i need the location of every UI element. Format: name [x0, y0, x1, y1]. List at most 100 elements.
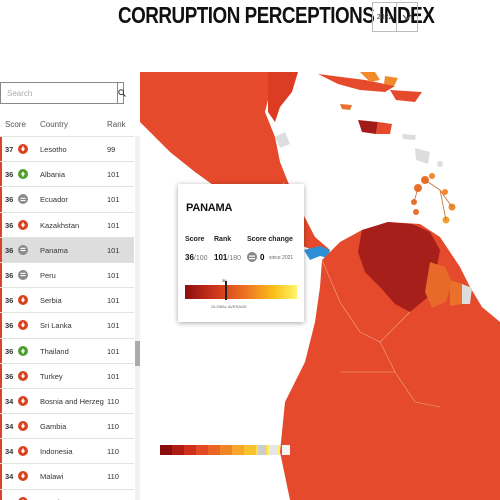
legend-label: 80-89 [237, 459, 243, 467]
row-rank: 99 [107, 145, 116, 154]
row-rank: 110 [107, 422, 119, 432]
row-country: Nepal [40, 498, 104, 500]
score-color-edge [0, 288, 2, 313]
column-header-country[interactable]: Country [40, 120, 69, 129]
score-color-edge [0, 162, 2, 187]
list-item[interactable]: 36 Panama 101 [0, 236, 134, 262]
row-score: 34 [5, 396, 14, 406]
arrow-down-icon [18, 320, 28, 331]
arrow-down-icon [18, 421, 28, 432]
row-rank: 110 [107, 447, 119, 457]
country-list: 37 Lesotho 99 36 Albania 101 36 Ecuador 101 36 Kaz… [0, 136, 134, 500]
chevron-down-icon[interactable] [397, 3, 417, 31]
legend-swatch [220, 445, 232, 455]
score-color-edge [0, 187, 2, 212]
card-change-since: since 2021 [269, 255, 294, 261]
score-color-edge [0, 313, 2, 338]
card-rank-number: 101 [214, 253, 228, 262]
row-rank: 101 [107, 296, 120, 306]
page-title: CORRUPTION PERCEPTIONS INDEX [118, 2, 435, 28]
row-rank: 110 [107, 472, 119, 482]
list-item[interactable]: 36 Turkey 101 [0, 362, 134, 388]
row-rank: 101 [107, 346, 120, 356]
row-rank: 101 [107, 245, 120, 255]
card-score-number: 36 [185, 253, 194, 262]
list-item[interactable]: 36 Sri Lanka 101 [0, 312, 134, 338]
row-rank: 110 [107, 498, 119, 500]
legend-other-swatch [282, 445, 290, 455]
legend-swatch [172, 445, 184, 455]
legend-label: 90-100 [245, 459, 252, 467]
equal-icon [247, 252, 257, 262]
arrow-down-icon [18, 295, 28, 306]
legend-label: 20-29 [191, 459, 197, 467]
row-country: Turkey [40, 371, 63, 381]
legend-no-data-swatch [258, 445, 266, 455]
card-score-label: Score [185, 236, 205, 243]
card-change-value: 0 [260, 253, 265, 262]
year-value: 2022 [373, 3, 397, 31]
search-icon [118, 89, 126, 97]
legend-label: 0-9 [179, 459, 183, 467]
arrow-down-icon [18, 446, 28, 457]
list-scroll-thumb[interactable] [135, 341, 140, 366]
legend-label: Very Clean [254, 459, 264, 467]
equal-icon [18, 244, 28, 255]
disclaimer-link[interactable]: ⓘ Disclaimer [150, 482, 183, 488]
list-scrollbar[interactable] [135, 136, 140, 500]
row-score: 36 [5, 170, 14, 180]
arrow-down-icon [18, 471, 28, 482]
score-color-edge [0, 237, 2, 262]
list-item[interactable]: 36 Albania 101 [0, 161, 134, 187]
row-score: 34 [5, 422, 14, 432]
legend-label: 10-19 [183, 459, 189, 467]
row-country: Indonesia [40, 447, 73, 457]
column-header-score[interactable]: Score [5, 120, 26, 129]
row-rank: 101 [107, 321, 120, 331]
score-legend: SCORE Highly Corrupt 0-9 10-19 20-29 30-39 40… [150, 437, 290, 473]
card-score-total: /100 [193, 255, 208, 262]
row-score: 34 [5, 472, 14, 482]
list-item[interactable]: 34 Bosnia and Herzegov…110 [0, 387, 134, 414]
row-rank: 101 [107, 371, 120, 381]
list-item[interactable]: 34 Malawi 110 [0, 463, 134, 489]
disclaimer-text[interactable]: Disclaimer [157, 482, 183, 488]
card-score-bar [185, 285, 297, 299]
row-score: 34 [5, 447, 14, 457]
score-color-edge [0, 137, 2, 162]
equal-icon [18, 194, 28, 205]
list-item[interactable]: 36 Thailand 101 [0, 337, 134, 363]
list-item[interactable]: 36 Kazakhstan 101 [0, 211, 134, 237]
list-item[interactable]: 37 Lesotho 99 [0, 136, 134, 162]
search-button[interactable] [117, 83, 126, 103]
score-color-edge [0, 464, 2, 489]
card-score-marker [225, 281, 228, 300]
legend-label: 50-59 [214, 459, 220, 467]
row-country: Thailand [40, 346, 69, 356]
search-input[interactable] [1, 83, 117, 103]
legend-label: 60-69 [222, 459, 228, 467]
row-country: Albania [40, 170, 66, 180]
row-country: Malawi [40, 472, 64, 482]
list-item[interactable]: 34 Indonesia 110 [0, 438, 134, 464]
list-item[interactable]: 36 Serbia 101 [0, 287, 134, 313]
column-header-rank[interactable]: Rank [107, 120, 126, 129]
world-map[interactable] [140, 72, 500, 500]
year-select[interactable]: 2022 [372, 2, 418, 32]
score-color-edge [0, 388, 2, 414]
row-country: Ecuador [40, 195, 68, 205]
legend-title: SCORE [160, 437, 177, 442]
list-item[interactable]: 34 Nepal110 [0, 488, 134, 500]
row-country: Gambia [40, 422, 67, 432]
arrow-down-icon [18, 496, 28, 500]
row-score: 37 [5, 145, 14, 154]
list-item[interactable]: 34 Gambia 110 [0, 413, 134, 439]
legend-swatch [208, 445, 220, 455]
list-item[interactable]: 36 Peru 101 [0, 261, 134, 288]
card-rank-value: 101/180 [214, 253, 241, 262]
list-item[interactable]: 36 Ecuador 101 [0, 186, 134, 212]
arrow-down-icon [18, 370, 28, 381]
row-score: 36 [5, 296, 14, 306]
card-change-label: Score change [247, 236, 293, 243]
row-country: Serbia [40, 296, 62, 306]
